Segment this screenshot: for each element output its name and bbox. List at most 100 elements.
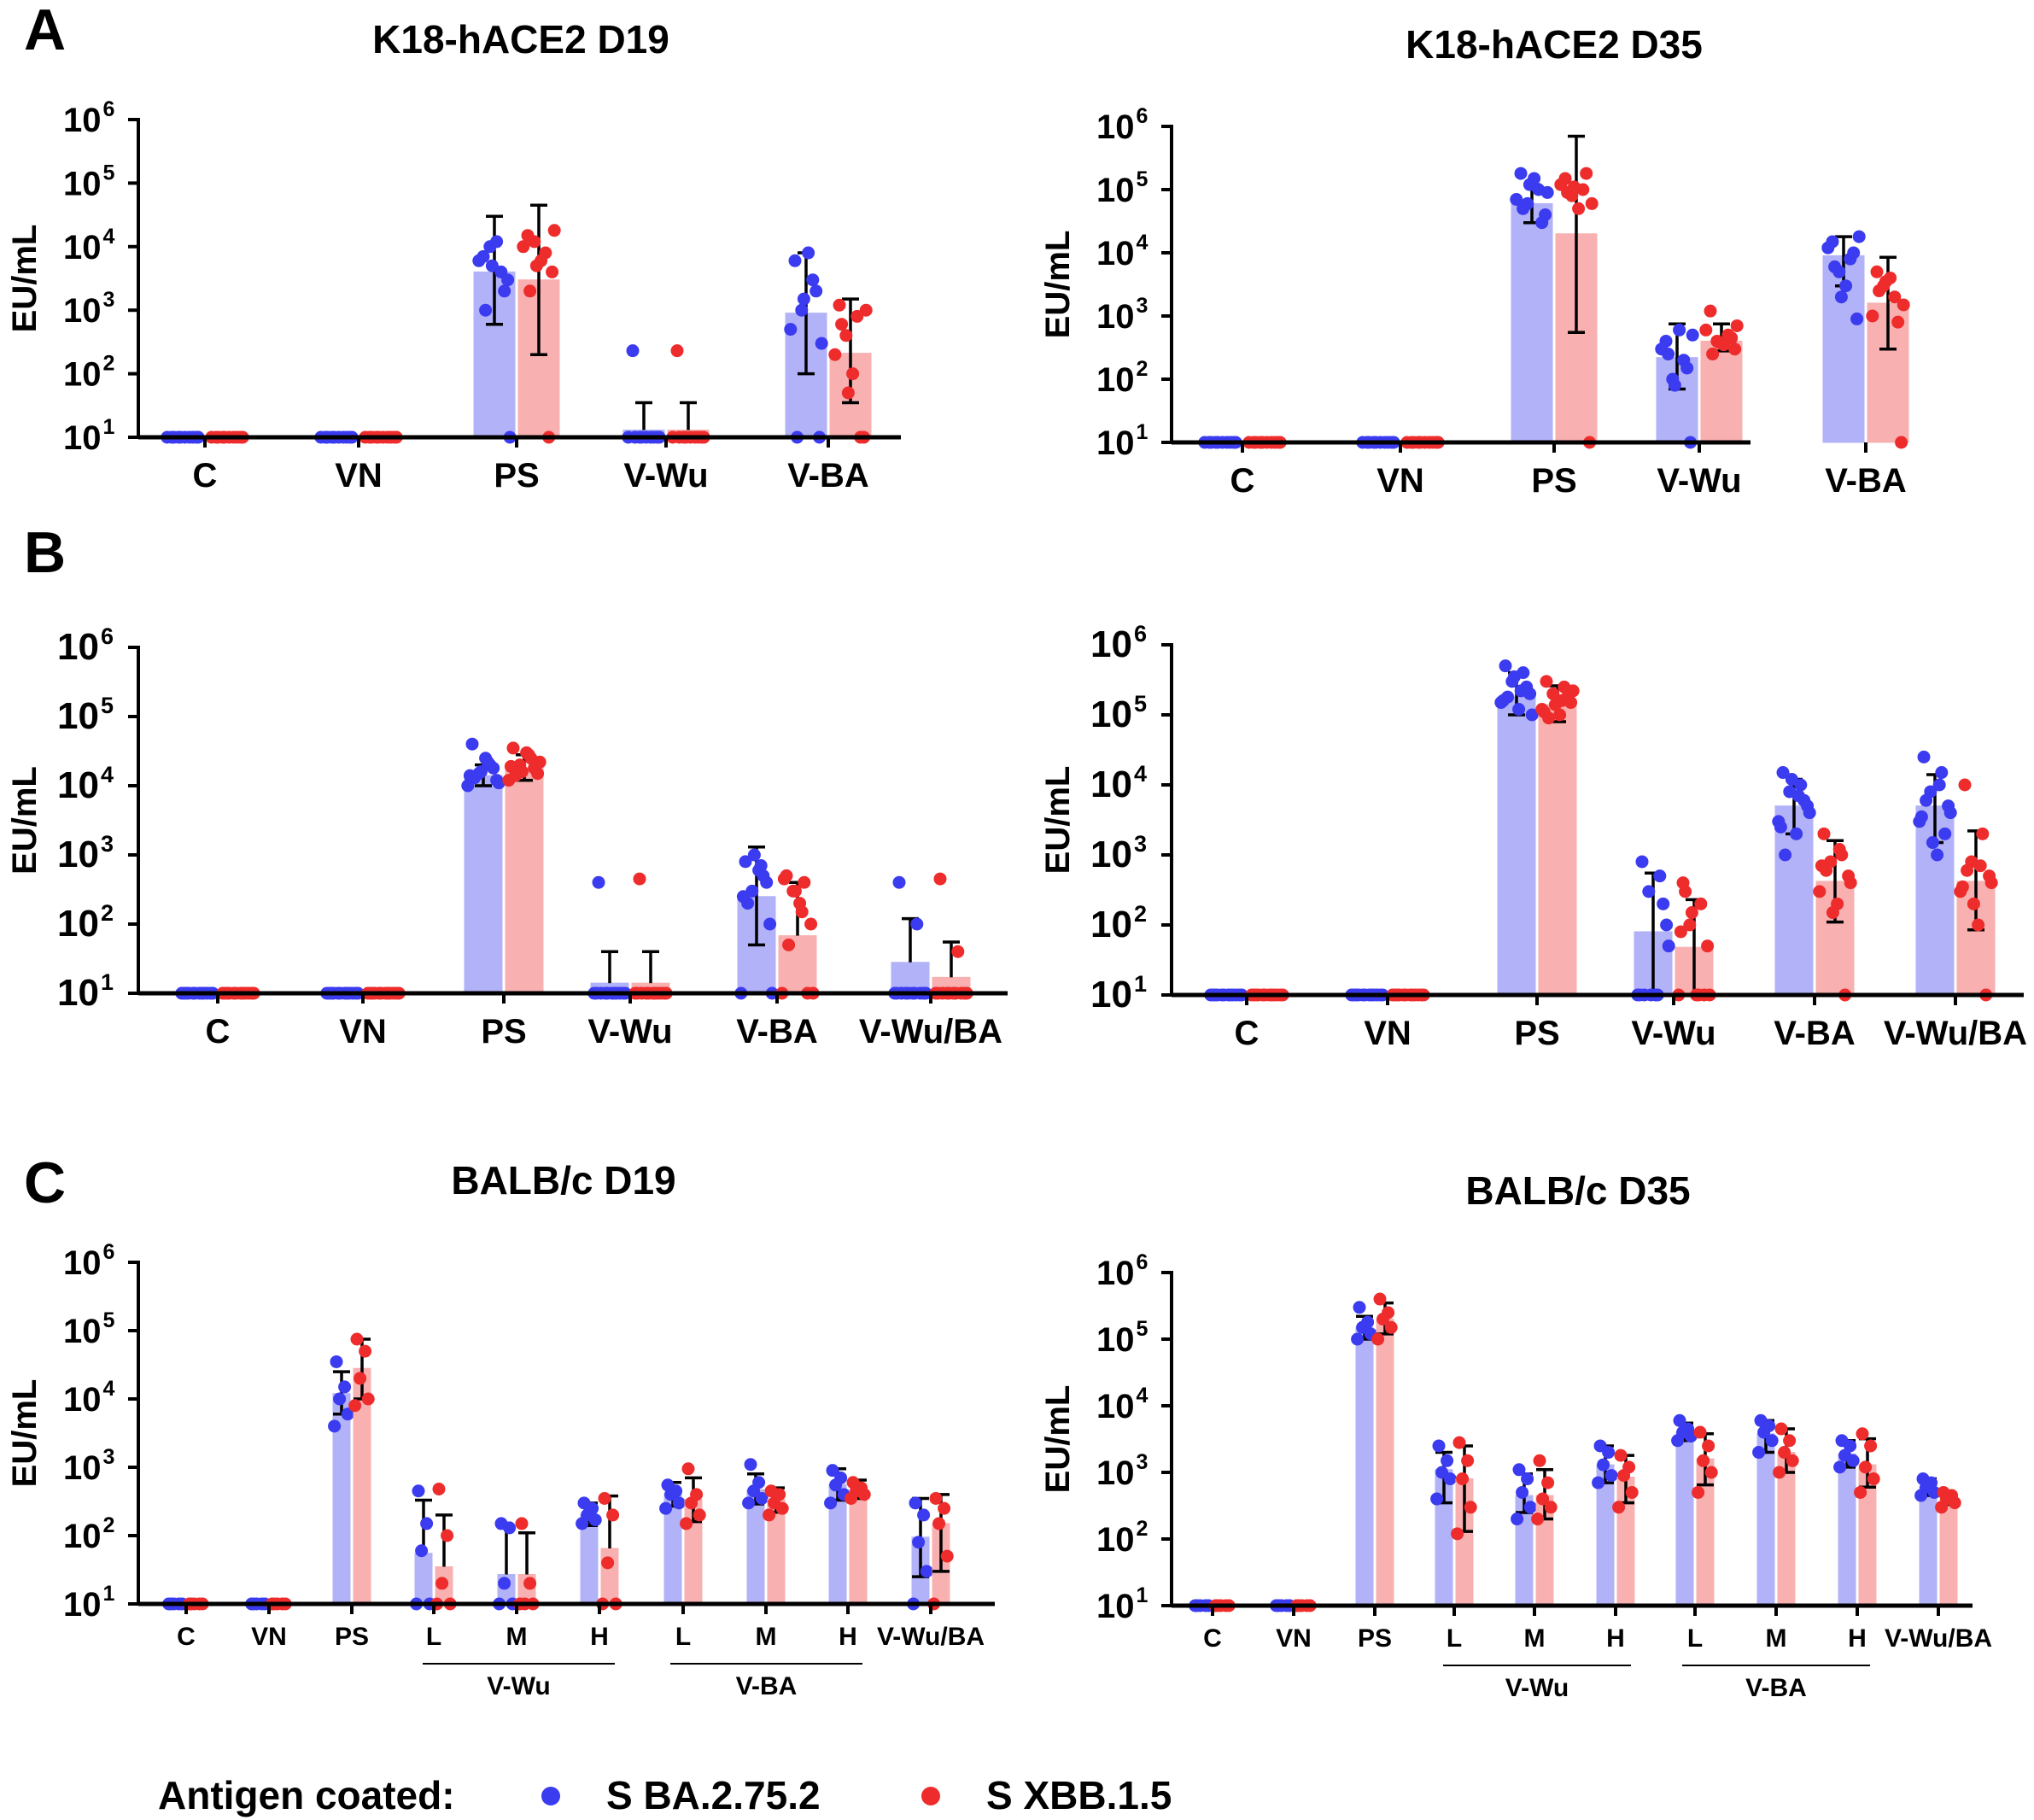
bar (1497, 696, 1536, 996)
data-point (1976, 827, 1990, 840)
chart-title: BALB/c D35 (1465, 1168, 1690, 1213)
data-point (1702, 1439, 1715, 1453)
data-point (1456, 1472, 1470, 1486)
data-point (763, 917, 777, 931)
y-tick-label: 102 (57, 900, 114, 945)
data-point (763, 1508, 776, 1522)
data-point (1662, 939, 1675, 953)
y-tick-label: 104 (1096, 1384, 1149, 1425)
bar (849, 1489, 868, 1605)
data-point (1914, 1489, 1928, 1502)
x-tick-label: PS (1514, 1015, 1559, 1052)
data-point (1850, 312, 1864, 325)
data-point (1867, 1472, 1880, 1486)
data-point (1507, 670, 1521, 683)
data-point (1704, 304, 1717, 318)
data-point (1555, 693, 1569, 707)
data-point (1464, 1501, 1477, 1514)
data-point (1765, 1434, 1779, 1448)
data-point (1783, 1434, 1797, 1448)
data-point (664, 1488, 678, 1501)
y-tick-exponent: 5 (103, 161, 115, 184)
data-point (472, 254, 486, 267)
data-point (755, 1491, 769, 1505)
y-tick-label: 103 (1096, 294, 1148, 336)
chart-panel-2: K18-hACE2 D35 EU/mL 101 102 103 104 105 106 C VN P… (1039, 22, 1910, 500)
data-point (361, 1392, 375, 1406)
data-point (1353, 1301, 1366, 1314)
y-tick-label: 106 (63, 1240, 114, 1282)
data-point (1828, 260, 1842, 273)
bar (414, 1553, 433, 1605)
y-tick-exponent: 1 (101, 969, 114, 995)
bar (1511, 202, 1553, 443)
x-tick-label: C (177, 1623, 196, 1651)
data-point (1452, 1436, 1466, 1449)
data-point (1701, 939, 1715, 953)
x-tick-label: C (1203, 1624, 1222, 1653)
data-point (533, 755, 546, 769)
data-point (576, 1517, 589, 1530)
x-tick-label: V-BA (1774, 1015, 1856, 1052)
data-point (1785, 773, 1798, 787)
data-point (672, 1496, 686, 1510)
data-point (1516, 1485, 1529, 1499)
data-point (810, 284, 823, 298)
data-point (798, 875, 811, 889)
data-point (1973, 859, 1987, 873)
data-point (859, 303, 873, 317)
chart-panel-4: EU/mL 101 102 103 104 105 106 C VN PS V-Wu V-BA V-Wu… (1039, 621, 2027, 1052)
bar (1838, 1453, 1856, 1606)
data-point (1567, 180, 1581, 194)
data-point (1846, 1454, 1860, 1467)
y-tick-exponent: 2 (1137, 1517, 1149, 1541)
data-point (909, 1496, 922, 1510)
data-point (850, 309, 864, 323)
data-point (1376, 1313, 1390, 1326)
data-point (1535, 216, 1549, 230)
data-point (933, 872, 947, 886)
data-point (1523, 1501, 1537, 1514)
data-point (693, 1508, 706, 1522)
data-point (1679, 885, 1692, 898)
data-point (828, 348, 842, 361)
y-tick-label: 103 (57, 831, 114, 875)
data-point (736, 890, 750, 904)
data-point (1834, 290, 1848, 304)
x-tick-label: M (506, 1623, 528, 1651)
data-point (598, 1491, 611, 1505)
y-tick-exponent: 5 (1137, 1317, 1149, 1341)
y-tick-exponent: 3 (103, 288, 115, 312)
data-point (1817, 827, 1831, 840)
x-tick-label: M (1766, 1624, 1787, 1653)
data-point (1774, 820, 1787, 834)
legend-label: S BA.2.75.2 (606, 1773, 821, 1817)
x-tick-label: M (756, 1623, 777, 1651)
data-point (330, 1355, 343, 1368)
data-point (1653, 869, 1667, 883)
data-point (1430, 1492, 1444, 1506)
data-point (1511, 1513, 1524, 1526)
data-point (1514, 684, 1528, 698)
y-tick-label: 104 (1090, 761, 1147, 805)
data-point (506, 741, 520, 755)
group-label: V-Wu (487, 1672, 550, 1700)
data-point (606, 1508, 620, 1522)
data-point (1864, 1439, 1878, 1453)
legend: Antigen coated: S BA.2.75.2 S XBB.1.5 (158, 1773, 1172, 1817)
x-tick-label: V-BA (787, 457, 869, 495)
data-point (1897, 298, 1910, 312)
panel-letter: C (24, 1150, 66, 1215)
x-tick-label: V-Wu/BA (877, 1623, 985, 1651)
data-point (1660, 918, 1674, 932)
data-point (1786, 1454, 1799, 1467)
data-point (523, 1577, 537, 1590)
data-point (1926, 836, 1939, 850)
data-point (1604, 1469, 1618, 1483)
y-tick-exponent: 6 (1137, 1250, 1149, 1274)
data-point (917, 1508, 931, 1522)
y-tick-label: 101 (1090, 971, 1147, 1015)
y-tick-exponent: 4 (101, 762, 114, 787)
data-point (1935, 1501, 1949, 1514)
data-point (754, 859, 768, 873)
